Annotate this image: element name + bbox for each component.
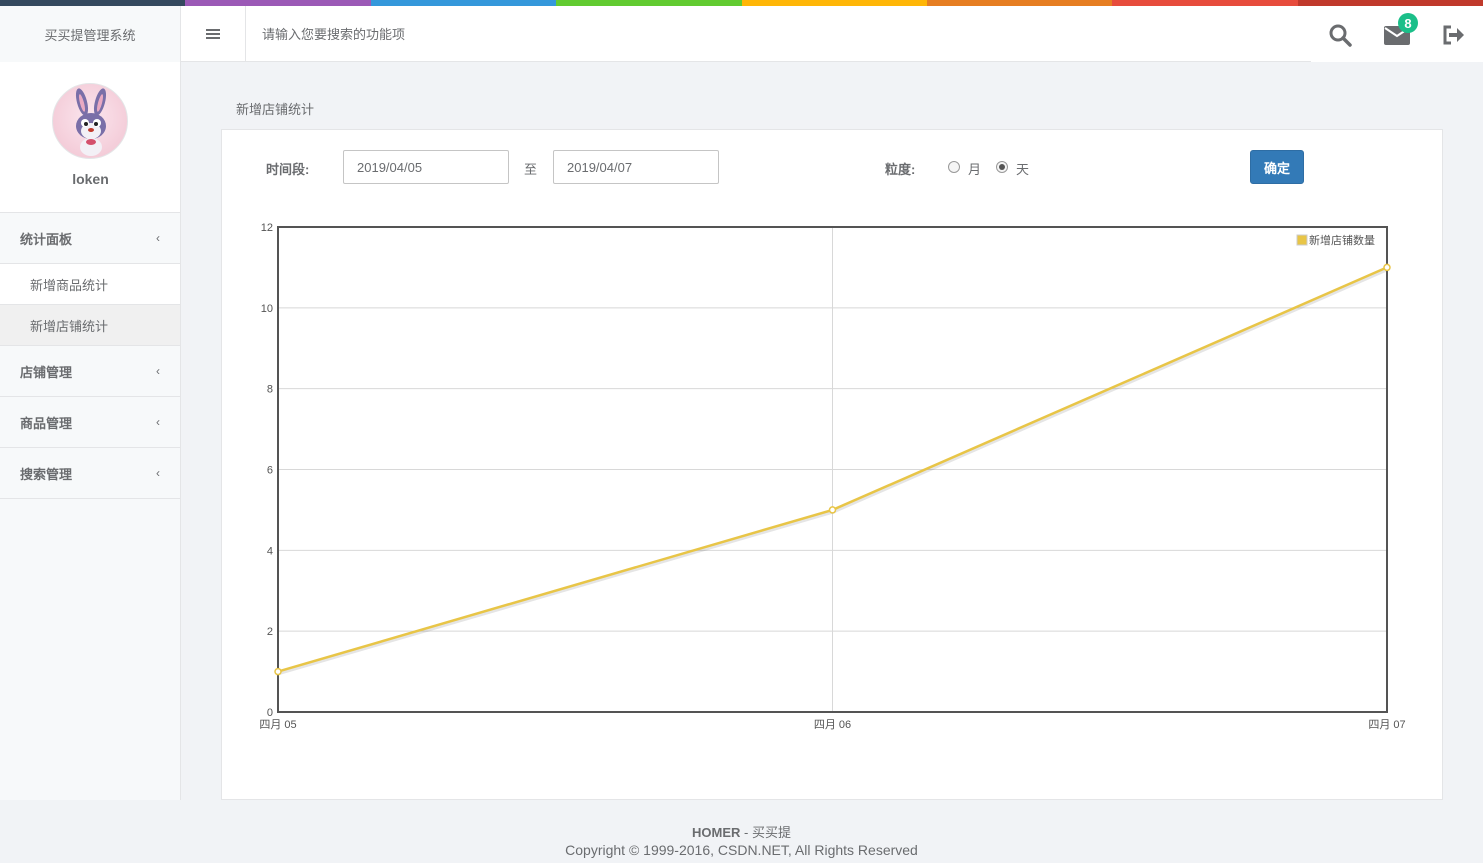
sidebar: loken 统计面板 ‹ 新增商品统计 新增店铺统计 店铺管理 ‹ 商品管理 ‹… <box>0 62 181 800</box>
y-tick-label: 10 <box>261 303 273 315</box>
chevron-left-icon: ‹ <box>156 231 160 245</box>
radio-day[interactable] <box>996 161 1008 173</box>
search-input[interactable] <box>246 6 1311 62</box>
app-title[interactable]: 买买提管理系统 <box>0 6 181 62</box>
plot-border <box>277 226 1388 713</box>
nav-product-management[interactable]: 商品管理 ‹ <box>0 397 180 448</box>
nav-new-products-stats[interactable]: 新增商品统计 <box>0 264 180 305</box>
top-header: 买买提管理系统 <box>0 6 1483 62</box>
stats-panel: 时间段: 至 粒度: 月 天 确定 0 2 4 6 8 10 12 四月 05 四月 06 四月 … <box>221 129 1443 800</box>
color-segment <box>1112 0 1298 6</box>
logout-button[interactable] <box>1439 20 1469 50</box>
radio-day-label[interactable]: 天 <box>1016 162 1030 177</box>
chevron-left-icon: ‹ <box>156 466 160 480</box>
footer-brand: HOMER - 买买提 <box>0 822 1483 841</box>
sign-out-icon <box>1443 25 1464 45</box>
nav-stats-dashboard[interactable]: 统计面板 ‹ <box>0 213 180 264</box>
legend-swatch <box>1296 234 1308 246</box>
radio-month[interactable] <box>948 161 960 173</box>
color-segment <box>370 0 557 6</box>
color-segment <box>556 0 742 6</box>
confirm-button[interactable]: 确定 <box>1250 150 1304 184</box>
username: loken <box>72 171 109 187</box>
end-date-input[interactable] <box>553 150 719 184</box>
nav-label: 搜索管理 <box>20 466 73 482</box>
page-title: 新增店铺统计 <box>236 102 315 117</box>
chevron-left-icon: ‹ <box>156 364 160 378</box>
line-chart: 0 2 4 6 8 10 12 四月 05 四月 06 四月 07 新增店铺数量 <box>259 222 1405 731</box>
time-range-label: 时间段: <box>266 162 310 177</box>
y-tick-label: 6 <box>267 465 273 477</box>
y-tick-label: 2 <box>267 626 273 638</box>
y-tick-label: 8 <box>267 384 273 396</box>
data-point <box>274 667 282 676</box>
start-date-input[interactable] <box>343 150 509 184</box>
nav-new-shops-stats[interactable]: 新增店铺统计 <box>0 305 180 346</box>
color-segment <box>1297 0 1483 6</box>
footer-brand-name: HOMER <box>692 825 741 840</box>
nav-label: 统计面板 <box>20 231 73 247</box>
x-tick-label: 四月 07 <box>1368 719 1405 731</box>
x-tick-label: 四月 05 <box>259 719 296 731</box>
x-tick-label: 四月 06 <box>814 719 851 731</box>
chevron-left-icon: ‹ <box>156 415 160 429</box>
rabbit-avatar-icon <box>75 88 107 156</box>
nav-shop-management[interactable]: 店铺管理 ‹ <box>0 346 180 397</box>
color-segment <box>741 0 927 6</box>
data-point <box>1383 263 1391 272</box>
color-line <box>0 0 1483 6</box>
color-segment <box>185 0 371 6</box>
menu-toggle-button[interactable] <box>181 6 246 62</box>
footer-brand-suffix: - 买买提 <box>740 825 791 840</box>
to-label: 至 <box>524 162 538 177</box>
data-point <box>828 506 837 514</box>
y-tick-label: 12 <box>261 222 273 234</box>
color-segment <box>0 0 186 6</box>
search-icon <box>1329 24 1352 47</box>
color-segment <box>926 0 1113 6</box>
legend-label: 新增店铺数量 <box>1309 233 1375 247</box>
series-line-shadow <box>278 268 1389 676</box>
y-tick-label: 0 <box>267 707 273 719</box>
nav-search-management[interactable]: 搜索管理 ‹ <box>0 448 180 499</box>
header-nav <box>1311 6 1483 62</box>
y-tick-label: 4 <box>267 545 273 557</box>
profile-panel: loken <box>0 62 180 213</box>
granularity-label: 粒度: <box>885 162 916 177</box>
menu-icon <box>206 29 220 39</box>
avatar[interactable] <box>52 83 128 159</box>
radio-month-label[interactable]: 月 <box>968 162 982 177</box>
nav-label: 商品管理 <box>20 415 73 431</box>
search-button[interactable] <box>1325 20 1355 50</box>
footer-copyright: Copyright © 1999-2016, CSDN.NET, All Rig… <box>565 842 918 858</box>
mail-count-badge: 8 <box>1398 13 1418 33</box>
nav-label: 店铺管理 <box>20 364 73 380</box>
